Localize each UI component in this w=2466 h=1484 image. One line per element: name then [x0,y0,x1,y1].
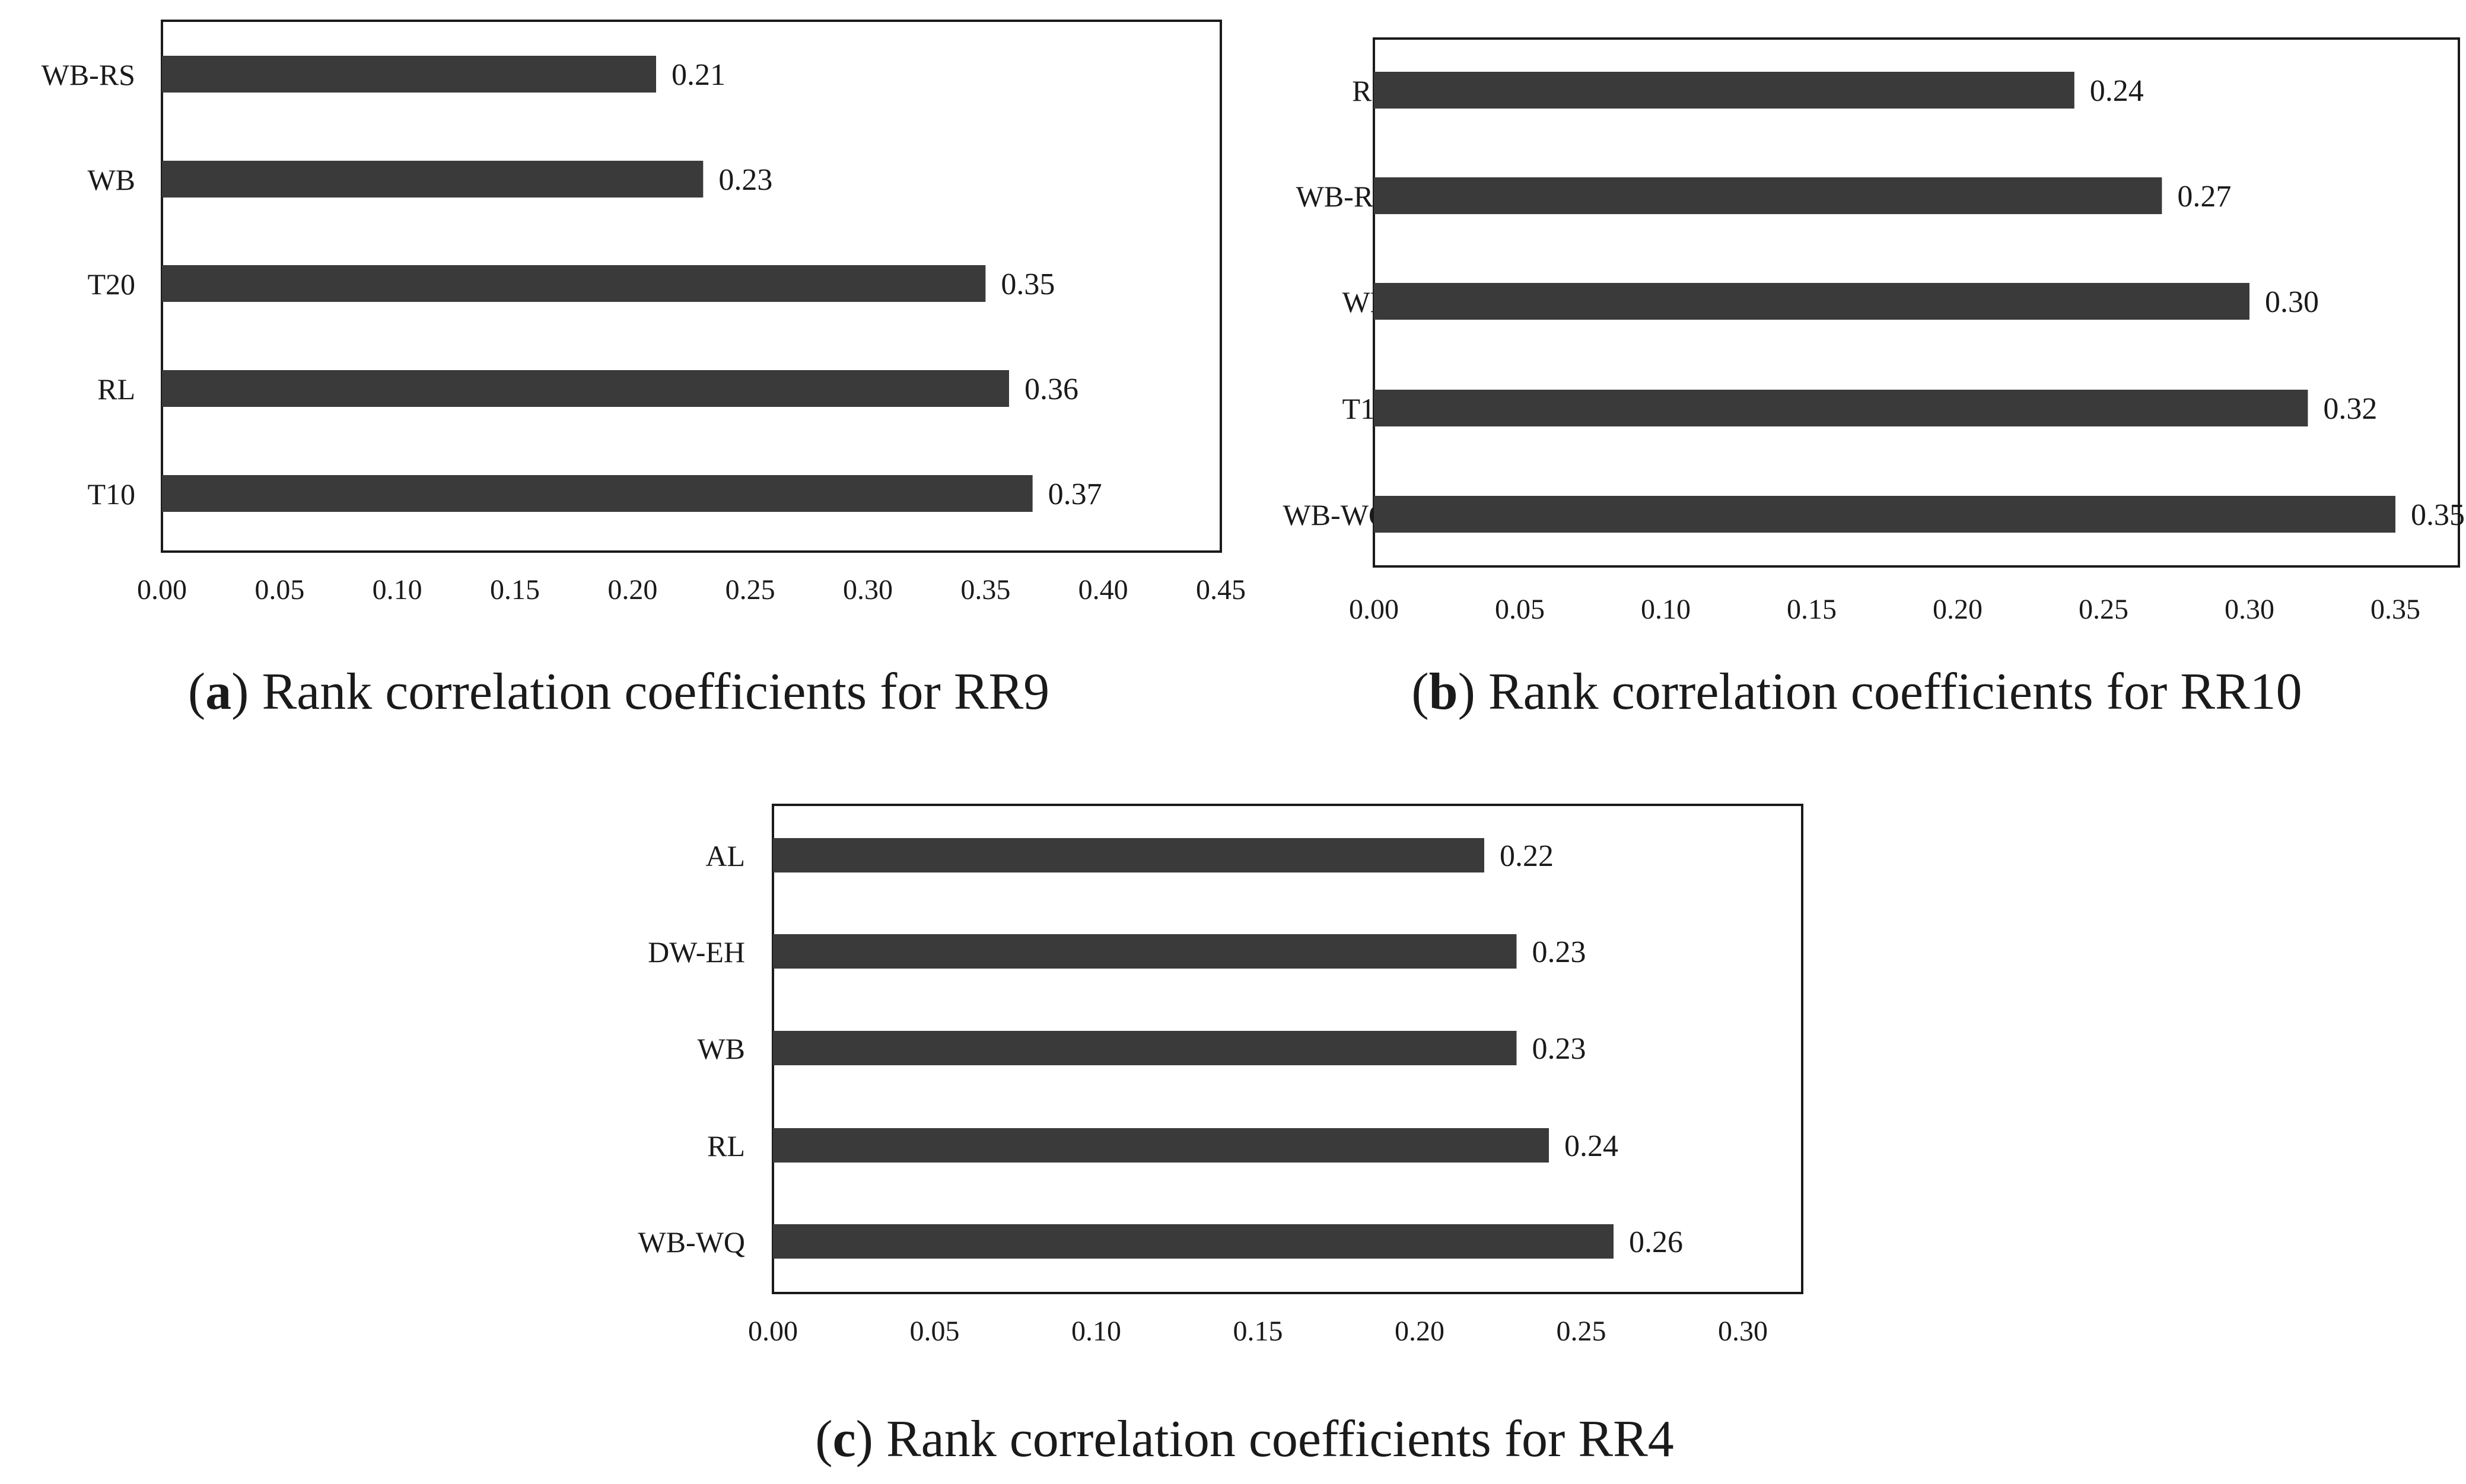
category-label: RL [97,372,135,406]
x-tick-label: 0.15 [1233,1316,1283,1347]
caption-letter: c [833,1410,856,1468]
bar [1374,496,2395,533]
chart-a: WB-RS 0.21 WB 0.23 T20 0.35 RL 0.36 T10 0.37 0.00 0… [42,20,1246,721]
bar [162,265,986,302]
category-label: WB-WQ [1283,498,1390,531]
chart-caption: (c) Rank correlation coefficients for RR… [815,1410,1673,1468]
x-tick-label: 0.00 [1349,594,1399,625]
bar [773,1224,1614,1259]
value-label: 0.37 [1048,477,1102,511]
caption-paren-close: ) [231,663,262,721]
bar [773,1031,1517,1065]
bar [773,934,1517,969]
bar [162,161,704,198]
value-label: 0.23 [1532,1032,1586,1066]
category-label: WB [87,163,135,196]
x-tick-label: 0.20 [607,574,657,606]
caption-text: Rank correlation coefficients for RR10 [1488,663,2302,721]
x-tick-label: 0.30 [1718,1316,1768,1347]
bar [1374,72,2074,109]
bar [773,1128,1549,1163]
category-label: AL [705,839,745,872]
x-tick-label: 0.20 [1933,594,1983,625]
value-label: 0.26 [1629,1225,1683,1259]
chart-c: AL 0.22 DW-EH 0.23 WB 0.23 RL 0.24 WB-WQ 0.26 0.00… [638,804,1803,1468]
x-tick-label: 0.10 [1071,1316,1121,1347]
x-tick-label: 0.35 [960,574,1010,606]
category-label: WB [697,1032,745,1065]
chart-caption: (a) Rank correlation coefficients for RR… [188,663,1049,721]
caption-text: Rank correlation coefficients for RR9 [262,663,1049,721]
caption-paren-open: ( [815,1410,832,1468]
value-label: 0.23 [718,163,772,197]
x-tick-label: 0.10 [373,574,422,606]
value-label: 0.21 [672,58,726,92]
x-tick-label: 0.30 [843,574,893,606]
x-tick-label: 0.15 [1787,594,1837,625]
x-tick-label: 0.30 [2225,594,2274,625]
value-label: 0.35 [2411,498,2465,532]
category-label: WB-RS [42,58,135,91]
value-label: 0.36 [1024,372,1078,406]
value-label: 0.24 [1564,1129,1618,1163]
chart-caption: (b) Rank correlation coefficients for RR… [1411,663,2302,721]
caption-letter: b [1429,663,1458,721]
caption-paren-open: ( [1411,663,1428,721]
x-tick-label: 0.35 [2370,594,2420,625]
x-tick-label: 0.00 [748,1316,798,1347]
bar [162,370,1009,407]
x-tick-label: 0.25 [2079,594,2128,625]
category-label: T20 [87,267,135,301]
caption-letter: a [205,663,231,721]
bar [162,56,656,93]
value-label: 0.24 [2090,74,2144,108]
category-label: DW-EH [648,935,745,969]
bar [1374,177,2162,214]
value-label: 0.27 [2177,180,2231,214]
bar [162,475,1033,512]
caption-paren-close: ) [1458,663,1488,721]
value-label: 0.22 [1500,839,1554,873]
caption-text: Rank correlation coefficients for RR4 [886,1410,1674,1468]
value-label: 0.35 [1001,267,1055,301]
bar [1374,283,2249,320]
x-tick-label: 0.05 [254,574,304,606]
x-tick-label: 0.45 [1196,574,1246,606]
caption-paren-close: ) [856,1410,886,1468]
x-tick-label: 0.05 [1495,594,1545,625]
bar [773,838,1484,872]
x-tick-label: 0.10 [1641,594,1691,625]
x-tick-label: 0.05 [910,1316,960,1347]
value-label: 0.30 [2265,285,2319,319]
category-label: RL [707,1129,745,1163]
category-label: T10 [87,477,135,511]
x-tick-label: 0.25 [726,574,775,606]
x-tick-label: 0.40 [1078,574,1128,606]
x-tick-label: 0.20 [1395,1316,1444,1347]
caption-paren-open: ( [188,663,205,721]
category-label: WB-WQ [638,1225,746,1259]
value-label: 0.32 [2323,392,2377,426]
x-tick-label: 0.00 [137,574,187,606]
value-label: 0.23 [1532,935,1586,969]
x-tick-label: 0.25 [1557,1316,1606,1347]
bar [1374,390,2308,426]
x-tick-label: 0.15 [490,574,540,606]
